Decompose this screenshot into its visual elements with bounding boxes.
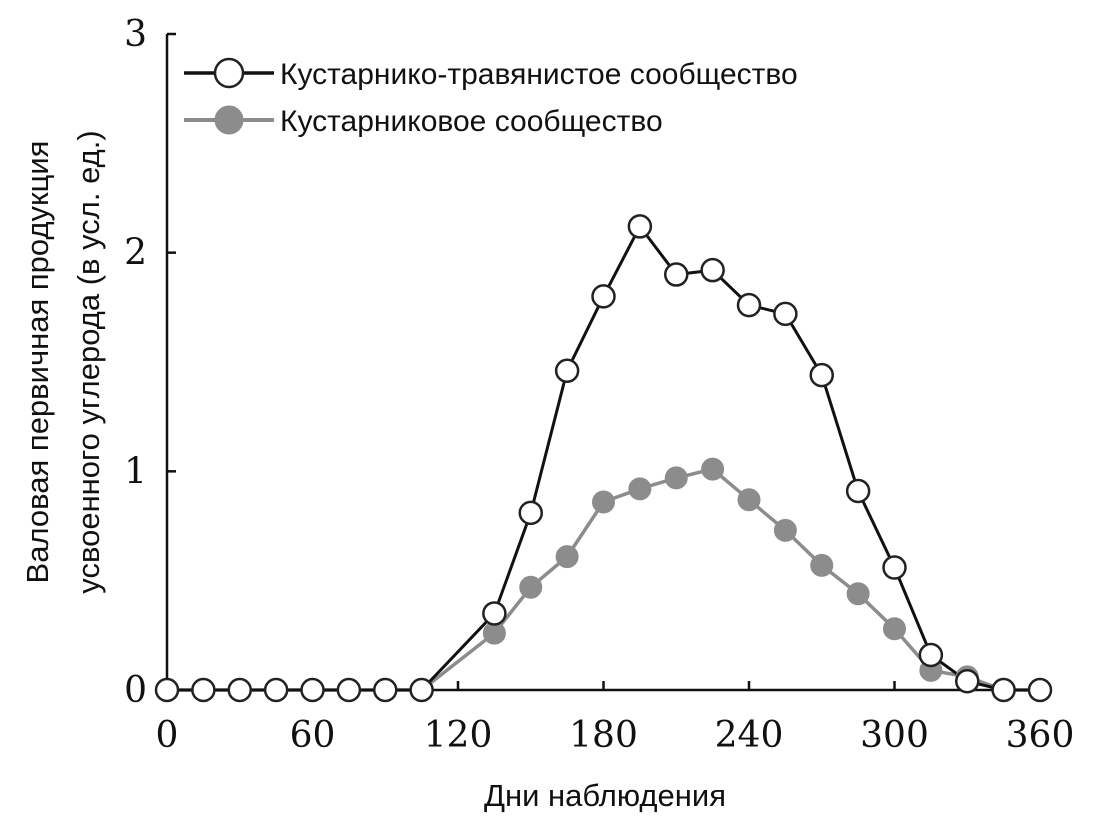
series-1-point bbox=[373, 677, 398, 703]
series-1-point bbox=[809, 362, 834, 388]
series-1-point bbox=[263, 677, 289, 703]
series-1-point bbox=[336, 677, 362, 703]
series-1-point bbox=[154, 677, 180, 703]
y-axis-title-line-1: Валовая первичная продукция bbox=[20, 141, 55, 584]
series-1-point bbox=[991, 677, 1016, 703]
x-tick-label: 360 bbox=[1006, 715, 1075, 756]
series-2-point bbox=[883, 617, 906, 641]
y-tick-label: 3 bbox=[124, 14, 147, 55]
series-1-point bbox=[227, 677, 252, 703]
x-axis-title: Дни наблюдения bbox=[484, 778, 726, 813]
series-1-point bbox=[845, 478, 871, 504]
series-2-point bbox=[628, 477, 652, 501]
legend-marker-1 bbox=[213, 57, 245, 89]
y-ticks: 0 1 2 3 bbox=[124, 14, 176, 711]
x-tick-label: 120 bbox=[424, 715, 493, 756]
series-2-point bbox=[519, 575, 543, 599]
series-1-point bbox=[1027, 677, 1053, 703]
series-2-point bbox=[555, 545, 579, 569]
x-tick-label: 240 bbox=[715, 715, 784, 756]
series-1-point bbox=[918, 642, 944, 668]
series-1-point bbox=[773, 301, 798, 327]
series-1-point bbox=[518, 500, 543, 526]
series-1-point bbox=[554, 358, 580, 383]
series-2-point bbox=[701, 457, 725, 481]
legend-label-2: Кустарниковое сообщество bbox=[280, 105, 663, 138]
y-tick-label: 0 bbox=[124, 670, 147, 711]
series-1-point bbox=[191, 677, 216, 703]
x-tick-label: 300 bbox=[860, 715, 929, 756]
y-tick-label: 2 bbox=[124, 233, 147, 274]
series-2-point bbox=[846, 582, 870, 606]
series-1-point bbox=[300, 677, 325, 703]
x-tick-label: 0 bbox=[156, 715, 179, 756]
x-tick-label: 60 bbox=[290, 715, 336, 756]
series-2-point bbox=[664, 466, 688, 490]
series-1-point bbox=[409, 677, 434, 703]
series-1-point bbox=[700, 257, 725, 283]
legend: Кустарнико-травянистое сообщество Кустарн… bbox=[184, 57, 798, 138]
series-1-point bbox=[736, 292, 762, 318]
series-2-point bbox=[773, 518, 797, 542]
series-1-point bbox=[664, 262, 689, 287]
series-2-point bbox=[592, 490, 615, 514]
series-lines bbox=[154, 214, 1053, 703]
x-tick-label: 180 bbox=[569, 715, 638, 756]
series-2-point bbox=[737, 488, 761, 512]
series-1-point bbox=[882, 555, 907, 580]
series-1-point bbox=[591, 284, 616, 309]
y-tick-label: 1 bbox=[124, 451, 147, 492]
series-2-point bbox=[810, 553, 834, 577]
series-1-point bbox=[482, 601, 507, 626]
legend-label-1: Кустарнико-травянистое сообщество bbox=[280, 58, 798, 91]
x-ticks: 0 60 120 180 240 300 360 bbox=[156, 681, 1075, 756]
series-1-point bbox=[627, 214, 653, 239]
y-axis-title-line-2: усвоенного углерода (в усл. ед.) bbox=[71, 130, 106, 593]
series-1-point bbox=[955, 669, 980, 694]
legend-marker-2 bbox=[214, 105, 244, 135]
